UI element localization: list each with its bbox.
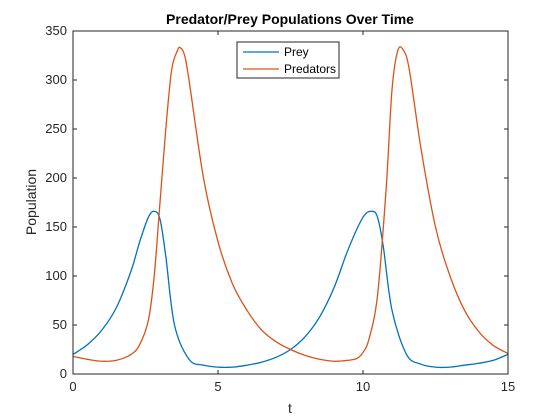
y-tick-label: 300 bbox=[45, 72, 67, 87]
y-tick-label: 200 bbox=[45, 170, 67, 185]
y-axis-label: Population bbox=[23, 169, 39, 235]
plot-frame bbox=[72, 30, 509, 375]
y-tick-label: 250 bbox=[45, 121, 67, 136]
legend-label-predators: Predators bbox=[284, 62, 336, 76]
y-tick-label: 50 bbox=[53, 317, 67, 332]
legend-box bbox=[236, 41, 340, 79]
x-axis-label: t bbox=[288, 400, 292, 416]
legend: Prey Predators bbox=[236, 41, 340, 79]
x-tick-label: 15 bbox=[501, 379, 515, 394]
legend-label-prey: Prey bbox=[284, 45, 309, 59]
y-tick-label: 100 bbox=[45, 268, 67, 283]
y-tick-label: 150 bbox=[45, 219, 67, 234]
x-tick-label: 5 bbox=[214, 379, 221, 394]
x-tick-label: 0 bbox=[69, 379, 76, 394]
plot-background bbox=[73, 31, 508, 374]
series-layer bbox=[72, 46, 509, 369]
chart-title: Predator/Prey Populations Over Time bbox=[166, 11, 414, 27]
series-line-prey bbox=[72, 210, 509, 369]
y-tick-label: 0 bbox=[60, 366, 67, 381]
x-tick-label: 10 bbox=[356, 379, 370, 394]
series-line-predators bbox=[72, 46, 509, 362]
y-tick-label: 350 bbox=[45, 23, 67, 38]
